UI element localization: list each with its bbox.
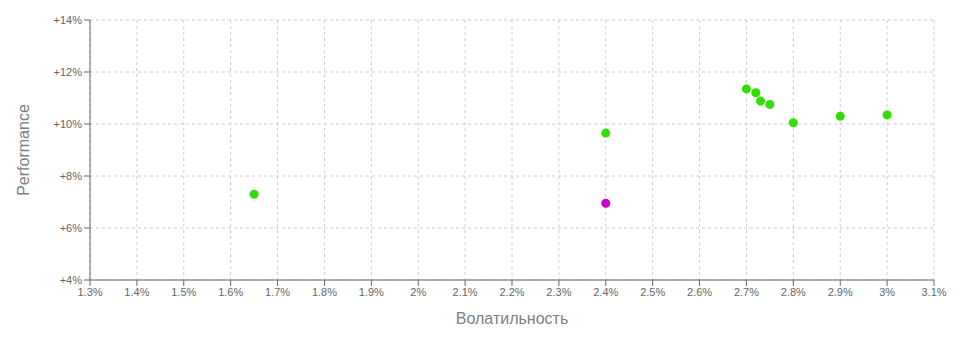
svg-text:Performance: Performance (15, 104, 32, 196)
svg-text:2.7%: 2.7% (734, 286, 759, 298)
svg-text:3%: 3% (879, 286, 895, 298)
svg-text:+6%: +6% (60, 222, 83, 234)
svg-text:+4%: +4% (60, 274, 83, 286)
svg-text:3.1%: 3.1% (921, 286, 946, 298)
svg-text:2.2%: 2.2% (499, 286, 524, 298)
svg-text:1.6%: 1.6% (218, 286, 243, 298)
svg-text:2.6%: 2.6% (687, 286, 712, 298)
svg-text:2.5%: 2.5% (640, 286, 665, 298)
svg-text:1.4%: 1.4% (124, 286, 149, 298)
svg-text:Волатильность: Волатильность (456, 310, 568, 327)
svg-text:1.9%: 1.9% (359, 286, 384, 298)
svg-text:+14%: +14% (54, 14, 83, 26)
svg-text:1.5%: 1.5% (171, 286, 196, 298)
svg-text:+10%: +10% (54, 118, 83, 130)
svg-text:2%: 2% (410, 286, 426, 298)
svg-text:1.3%: 1.3% (77, 286, 102, 298)
svg-text:+8%: +8% (60, 170, 83, 182)
svg-text:1.8%: 1.8% (312, 286, 337, 298)
svg-text:2.4%: 2.4% (593, 286, 618, 298)
svg-text:+12%: +12% (54, 66, 83, 78)
svg-text:2.8%: 2.8% (781, 286, 806, 298)
svg-text:2.9%: 2.9% (828, 286, 853, 298)
svg-text:2.1%: 2.1% (453, 286, 478, 298)
svg-text:2.3%: 2.3% (546, 286, 571, 298)
svg-text:1.7%: 1.7% (265, 286, 290, 298)
